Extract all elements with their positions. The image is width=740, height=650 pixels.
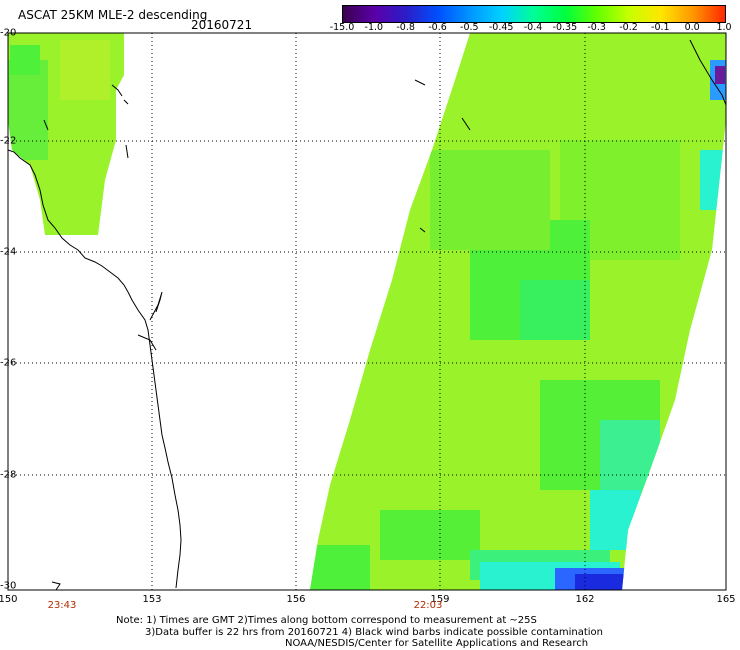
map-title: ASCAT 25KM MLE-2 descending — [18, 8, 208, 22]
colorbar-tick-label: 1.0 — [716, 22, 732, 33]
time-label: 22:03 — [413, 600, 443, 611]
colorbar-tick-label: -0.1 — [651, 22, 670, 33]
colorbar-tick-label: -0.8 — [396, 22, 415, 33]
note-line-2: 3)Data buffer is 22 hrs from 20160721 4)… — [145, 627, 603, 638]
colorbar-tick-label: -0.5 — [460, 22, 479, 33]
lon-label: 159 — [430, 594, 450, 605]
lat-label: -30 — [0, 580, 17, 592]
lat-label: -26 — [0, 357, 17, 369]
lon-label: 150 — [0, 594, 18, 605]
note-line-3: NOAA/NESDIS/Center for Satellite Applica… — [285, 638, 589, 649]
plot-frame — [7, 32, 727, 591]
colorbar-tick-label: 0.0 — [684, 22, 700, 33]
colorbar-tick-label: -0.4 — [523, 22, 543, 33]
map-date: 20160721 — [191, 18, 253, 32]
lat-label: -20 — [0, 27, 17, 39]
main-swath — [310, 33, 726, 590]
gridlines — [8, 33, 726, 590]
left-swath — [8, 33, 124, 235]
colorbar-tick-label: -0.6 — [428, 22, 447, 33]
colorbar-ticks: -15.0 -1.0 -0.8 -0.6 -0.5 -0.45 -0.4 -0.35 -0.3 -… — [330, 22, 732, 36]
lon-label: 162 — [575, 594, 595, 605]
colorbar-tick-label: -15.0 — [329, 22, 355, 33]
coastline — [7, 39, 727, 591]
lon-label: 156 — [286, 594, 306, 605]
colorbar-tick-label: -0.3 — [587, 22, 606, 33]
note-line-1: Note: 1) Times are GMT 2)Times along bot… — [116, 615, 537, 626]
colorbar — [342, 5, 726, 23]
colorbar-tick-label: -0.35 — [552, 22, 578, 33]
lon-label: 165 — [716, 594, 736, 605]
colorbar-tick-label: -0.2 — [619, 22, 638, 33]
colorbar-tick-label: -0.45 — [488, 22, 514, 33]
lon-label: 153 — [142, 594, 162, 605]
lat-label: -28 — [0, 469, 17, 481]
time-label: 23:43 — [47, 600, 77, 611]
colorbar-tick-label: -1.0 — [364, 22, 384, 33]
lat-label: -24 — [0, 246, 17, 258]
lat-label: -22 — [0, 135, 17, 147]
